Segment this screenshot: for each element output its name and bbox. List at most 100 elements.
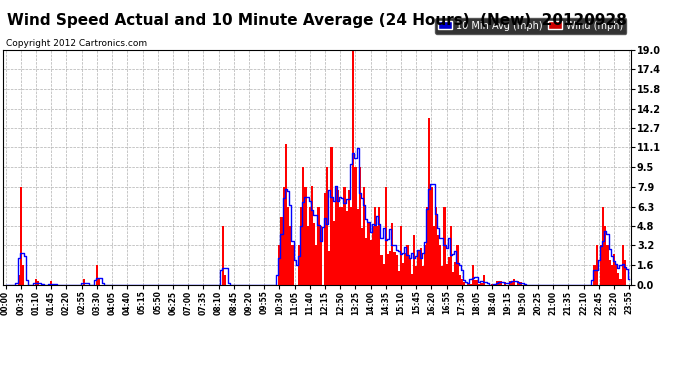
Bar — [382, 264, 385, 285]
Bar — [620, 279, 622, 285]
Bar — [374, 207, 376, 285]
Bar — [448, 257, 450, 285]
Bar — [513, 279, 515, 285]
Bar — [224, 275, 226, 285]
Bar — [389, 251, 391, 285]
Bar — [333, 221, 335, 285]
Bar — [311, 186, 313, 285]
Bar — [346, 211, 348, 285]
Bar — [300, 207, 302, 285]
Bar — [454, 262, 457, 285]
Bar — [420, 248, 422, 285]
Bar — [378, 207, 380, 285]
Text: Copyright 2012 Cartronics.com: Copyright 2012 Cartronics.com — [6, 39, 147, 48]
Bar — [278, 245, 280, 285]
Bar — [348, 190, 350, 285]
Bar — [37, 281, 39, 285]
Bar — [352, 50, 355, 285]
Bar — [337, 190, 339, 285]
Bar — [363, 187, 365, 285]
Bar — [604, 225, 607, 285]
Bar — [365, 238, 367, 285]
Bar — [289, 225, 291, 285]
Bar — [452, 272, 454, 285]
Bar — [461, 279, 463, 285]
Bar — [355, 167, 357, 285]
Bar — [600, 245, 602, 285]
Bar — [476, 280, 478, 285]
Bar — [431, 187, 433, 285]
Bar — [607, 245, 609, 285]
Bar — [437, 236, 439, 285]
Bar — [511, 281, 513, 285]
Bar — [98, 279, 100, 285]
Bar — [380, 255, 382, 285]
Bar — [22, 265, 24, 285]
Bar — [339, 207, 342, 285]
Bar — [319, 225, 322, 285]
Bar — [287, 207, 289, 285]
Bar — [408, 258, 411, 285]
Bar — [518, 281, 520, 285]
Bar — [313, 223, 315, 285]
Bar — [469, 284, 472, 285]
Bar — [308, 207, 311, 285]
Bar — [472, 265, 474, 285]
Bar — [422, 266, 424, 285]
Bar — [411, 274, 413, 285]
Bar — [444, 207, 446, 285]
Bar — [304, 187, 306, 285]
Bar — [359, 167, 361, 285]
Bar — [504, 282, 506, 285]
Bar — [96, 265, 98, 285]
Bar — [424, 245, 426, 285]
Bar — [611, 265, 613, 285]
Bar — [435, 207, 437, 285]
Bar — [391, 223, 393, 285]
Bar — [315, 245, 317, 285]
Bar — [593, 265, 595, 285]
Bar — [615, 265, 618, 285]
Bar — [406, 245, 408, 285]
Bar — [404, 253, 406, 285]
Bar — [415, 266, 417, 285]
Text: Wind Speed Actual and 10 Minute Average (24 Hours)  (New)  20120928: Wind Speed Actual and 10 Minute Average … — [8, 13, 627, 28]
Bar — [298, 245, 300, 285]
Bar — [417, 251, 420, 285]
Bar — [426, 207, 428, 285]
Bar — [450, 225, 452, 285]
Bar — [50, 281, 52, 285]
Bar — [335, 186, 337, 285]
Bar — [482, 275, 484, 285]
Bar — [509, 281, 511, 285]
Bar — [520, 282, 522, 285]
Bar — [393, 252, 395, 285]
Bar — [306, 225, 308, 285]
Bar — [291, 245, 293, 285]
Bar — [595, 245, 598, 285]
Bar — [439, 245, 441, 285]
Bar — [413, 236, 415, 285]
Bar — [285, 144, 287, 285]
Bar — [433, 225, 435, 285]
Bar — [622, 245, 624, 285]
Bar — [478, 284, 480, 285]
Bar — [317, 207, 319, 285]
Bar — [495, 281, 497, 285]
Bar — [280, 217, 283, 285]
Bar — [302, 167, 304, 285]
Bar — [331, 147, 333, 285]
Bar — [467, 283, 469, 285]
Bar — [357, 209, 359, 285]
Bar — [283, 187, 285, 285]
Bar — [457, 245, 459, 285]
Bar — [83, 279, 85, 285]
Bar — [398, 272, 400, 285]
Bar — [370, 240, 372, 285]
Bar — [361, 228, 363, 285]
Bar — [376, 226, 378, 285]
Bar — [395, 255, 398, 285]
Bar — [326, 167, 328, 285]
Bar — [480, 283, 482, 285]
Bar — [324, 193, 326, 285]
